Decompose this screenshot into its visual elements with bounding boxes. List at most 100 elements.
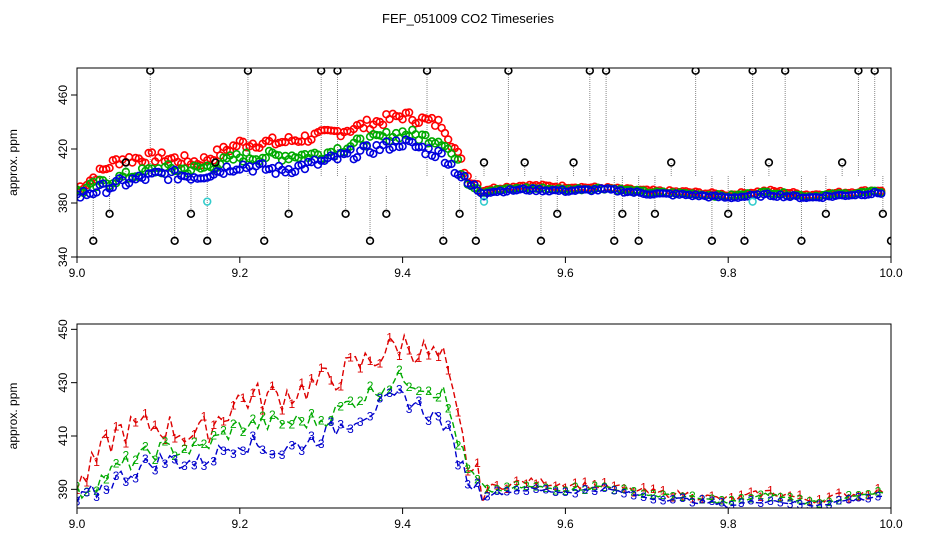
series-red-point xyxy=(440,128,450,138)
series-1-marker: 1 xyxy=(650,482,657,496)
series-2-marker: 2 xyxy=(855,489,862,503)
series-1-marker: 1 xyxy=(611,479,618,493)
series-black-point xyxy=(878,209,888,219)
series-black-point xyxy=(317,68,326,75)
series-3-marker: 3 xyxy=(767,494,774,508)
series-2-marker: 2 xyxy=(347,394,354,408)
series-red-point xyxy=(391,111,401,121)
y-tick-label: 450 xyxy=(56,319,70,339)
series-3-marker: 3 xyxy=(337,417,344,431)
series-1-marker: 1 xyxy=(171,431,178,445)
series-3-marker: 3 xyxy=(562,485,569,499)
series-1-marker: 1 xyxy=(591,478,598,492)
series-cyan-point xyxy=(748,197,757,206)
series-1-marker: 1 xyxy=(386,330,393,344)
series-2-marker: 2 xyxy=(503,480,510,494)
series-3-marker: 3 xyxy=(181,459,188,473)
series-3-marker: 3 xyxy=(650,493,657,507)
series-black-point xyxy=(740,236,749,246)
series-1-marker: 1 xyxy=(318,361,325,375)
series-3-marker: 3 xyxy=(826,498,833,512)
series-blue-point xyxy=(108,183,118,192)
series-2-marker: 2 xyxy=(875,485,882,499)
series-blue-point xyxy=(430,152,440,162)
series-2-marker: 2 xyxy=(845,488,852,502)
series-3-marker: 3 xyxy=(533,482,540,496)
series-black-point xyxy=(585,68,595,75)
series-blue-point xyxy=(258,159,267,168)
series-2-marker: 2 xyxy=(611,483,618,497)
series-2-marker: 2 xyxy=(670,489,677,503)
series-2-marker: 2 xyxy=(474,473,481,487)
series-3-marker: 3 xyxy=(416,394,423,408)
series-3-marker: 3 xyxy=(122,475,129,489)
series-black-point xyxy=(634,236,643,246)
series-green-point xyxy=(417,130,427,139)
series-1-marker: 1 xyxy=(396,349,403,363)
series-3-marker: 3 xyxy=(757,496,764,510)
series-2-marker: 2 xyxy=(269,408,276,422)
series-3-marker: 3 xyxy=(425,414,432,428)
series-blue-point xyxy=(232,165,241,174)
series-2-marker: 2 xyxy=(757,488,764,502)
series-black-point xyxy=(569,158,578,167)
top-panel: 9.0 9.2 9.4 9.6 9.8 10.0 340 380 420 460 approx. p… xyxy=(6,67,903,280)
series-1-marker: 1 xyxy=(269,379,276,393)
series-blue-point xyxy=(98,179,108,188)
series-2-marker: 2 xyxy=(630,484,637,498)
series-1-marker: 1 xyxy=(230,398,237,412)
series-1-marker: 1 xyxy=(191,427,198,441)
series-3-marker: 3 xyxy=(74,495,81,509)
series-red-point xyxy=(268,133,277,142)
series-3-marker: 3 xyxy=(718,495,725,509)
series-1-marker: 1 xyxy=(543,479,550,493)
series-1-marker: 1 xyxy=(670,490,677,504)
series-2-marker: 2 xyxy=(279,417,286,431)
series-2-marker: 2 xyxy=(132,453,139,467)
series-2-marker: 2 xyxy=(337,400,344,414)
series-1-marker: 1 xyxy=(210,418,217,432)
series-2-marker: 2 xyxy=(494,483,501,497)
series-black-point xyxy=(382,209,391,219)
series-2-marker: 2 xyxy=(621,482,628,496)
series-2-marker: 2 xyxy=(376,390,383,404)
series-black-point xyxy=(536,236,546,246)
series-2-marker: 2 xyxy=(406,380,413,394)
series-1-marker: 1 xyxy=(796,488,803,502)
series-3-marker: 3 xyxy=(464,478,471,492)
series-1-marker: 1 xyxy=(201,410,208,424)
series-2-marker: 2 xyxy=(640,487,647,501)
series-1-marker: 1 xyxy=(435,350,442,364)
series-3-marker: 3 xyxy=(796,497,803,511)
series-blue-point xyxy=(877,189,886,198)
series-red-point xyxy=(300,131,310,140)
series-1-marker: 1 xyxy=(533,477,540,491)
series-1-marker: 1 xyxy=(728,490,735,504)
series-1-marker: 1 xyxy=(347,350,354,364)
series-black-point xyxy=(203,236,212,246)
series-red-point xyxy=(378,120,388,130)
bottom-panel: 9.0 9.2 9.4 9.6 9.8 10.0 390 410 430 450 approx. p… xyxy=(6,319,903,531)
series-1-marker: 1 xyxy=(757,490,764,504)
series-blue-point xyxy=(290,167,300,176)
series-blue-point xyxy=(382,137,391,146)
series-blue-point xyxy=(141,175,150,185)
series-blue-point xyxy=(395,142,404,152)
series-3-marker: 3 xyxy=(142,452,149,466)
series-3-marker: 3 xyxy=(699,493,706,507)
series-1-marker: 1 xyxy=(425,348,432,362)
series-blue-point xyxy=(170,165,179,175)
series-1-marker: 1 xyxy=(679,489,686,503)
y-axis-label: approx. ppm xyxy=(6,129,20,196)
series-black-point xyxy=(455,209,464,219)
series-3-marker: 3 xyxy=(523,484,530,498)
series-1-marker: 1 xyxy=(689,491,696,505)
series-2-marker: 2 xyxy=(709,492,716,506)
series-2-marker: 2 xyxy=(210,429,217,443)
series-3-marker: 3 xyxy=(777,496,784,510)
series-3-marker: 3 xyxy=(787,497,794,511)
y-tick-label: 460 xyxy=(56,85,70,105)
series-2-marker: 2 xyxy=(191,435,198,449)
series-1-marker: 1 xyxy=(494,479,501,493)
figure-title: FEF_051009 CO2 Timeseries xyxy=(382,11,554,26)
